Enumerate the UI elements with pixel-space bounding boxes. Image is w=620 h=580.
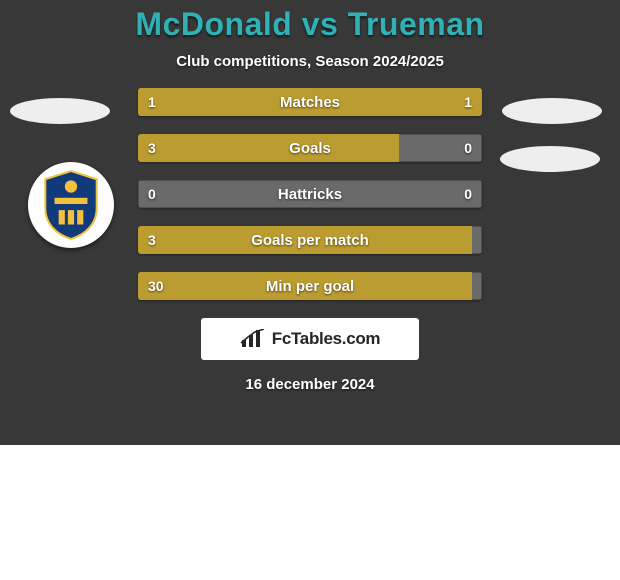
- bar-label: Min per goal: [138, 272, 482, 300]
- chart-date: 16 december 2024: [0, 376, 620, 393]
- stat-row: 3Goals per match: [138, 226, 482, 254]
- chart-title: McDonald vs Trueman: [0, 6, 620, 43]
- brand-badge: FcTables.com: [201, 318, 419, 360]
- brand-text: FcTables.com: [272, 329, 381, 349]
- bar-label: Goals: [138, 134, 482, 162]
- chart-subtitle: Club competitions, Season 2024/2025: [0, 53, 620, 70]
- club-badge: [28, 162, 114, 248]
- comparison-chart: McDonald vs Trueman Club competitions, S…: [0, 0, 620, 445]
- bar-label: Matches: [138, 88, 482, 116]
- stat-row: 11Matches: [138, 88, 482, 116]
- bar-label: Goals per match: [138, 226, 482, 254]
- player-right-marker: [502, 98, 602, 124]
- stat-row: 30Goals: [138, 134, 482, 162]
- stat-row: 00Hattricks: [138, 180, 482, 208]
- shield-icon: [40, 169, 102, 241]
- bar-chart-icon: [240, 329, 266, 349]
- bars-container: 11Matches 30Goals 00Hattricks 3Goals per ma…: [138, 88, 482, 318]
- player-right-marker-2: [500, 146, 600, 172]
- bar-label: Hattricks: [138, 180, 482, 208]
- stat-row: 30Min per goal: [138, 272, 482, 300]
- player-left-marker: [10, 98, 110, 124]
